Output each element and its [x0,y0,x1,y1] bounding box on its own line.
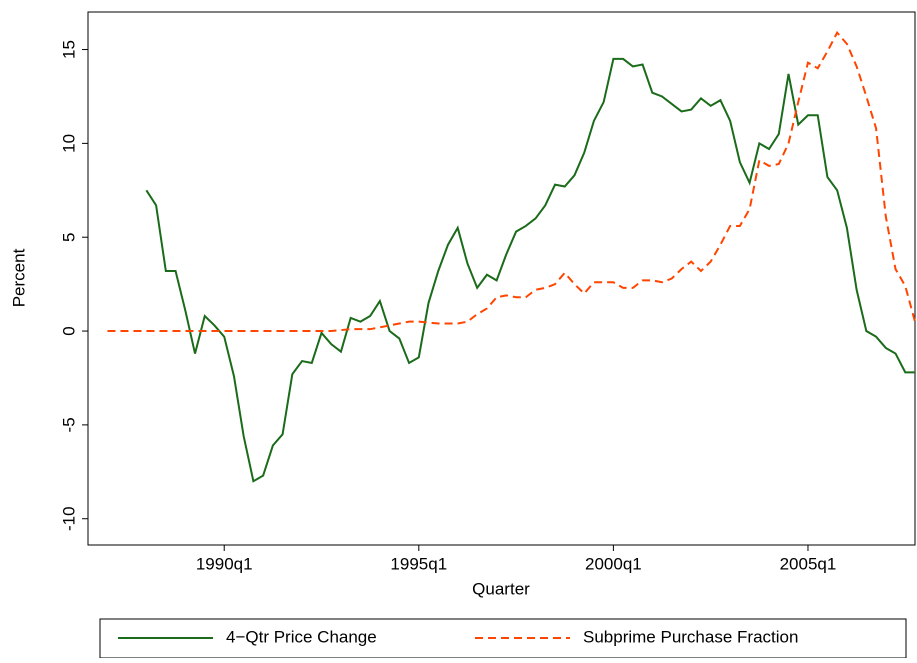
legend-label: 4−Qtr Price Change [226,627,377,646]
y-axis-title: Percent [9,248,28,307]
y-tick-label: 15 [59,40,78,59]
x-tick-label: 2005q1 [780,554,837,573]
x-axis-title: Quarter [472,579,530,598]
line-series [145,57,915,483]
line-series [107,30,916,333]
y-tick-label: -5 [59,417,78,432]
x-tick-label: 2000q1 [585,554,642,573]
x-tick-label: 1990q1 [196,554,253,573]
x-tick-label: 1995q1 [390,554,447,573]
y-tick-label: 10 [59,134,78,153]
y-tick-label: 0 [59,326,78,335]
plot-frame [87,11,916,546]
y-tick-label: -10 [59,506,78,531]
legend-label: Subprime Purchase Fraction [583,627,798,646]
y-tick-label: 5 [59,232,78,241]
